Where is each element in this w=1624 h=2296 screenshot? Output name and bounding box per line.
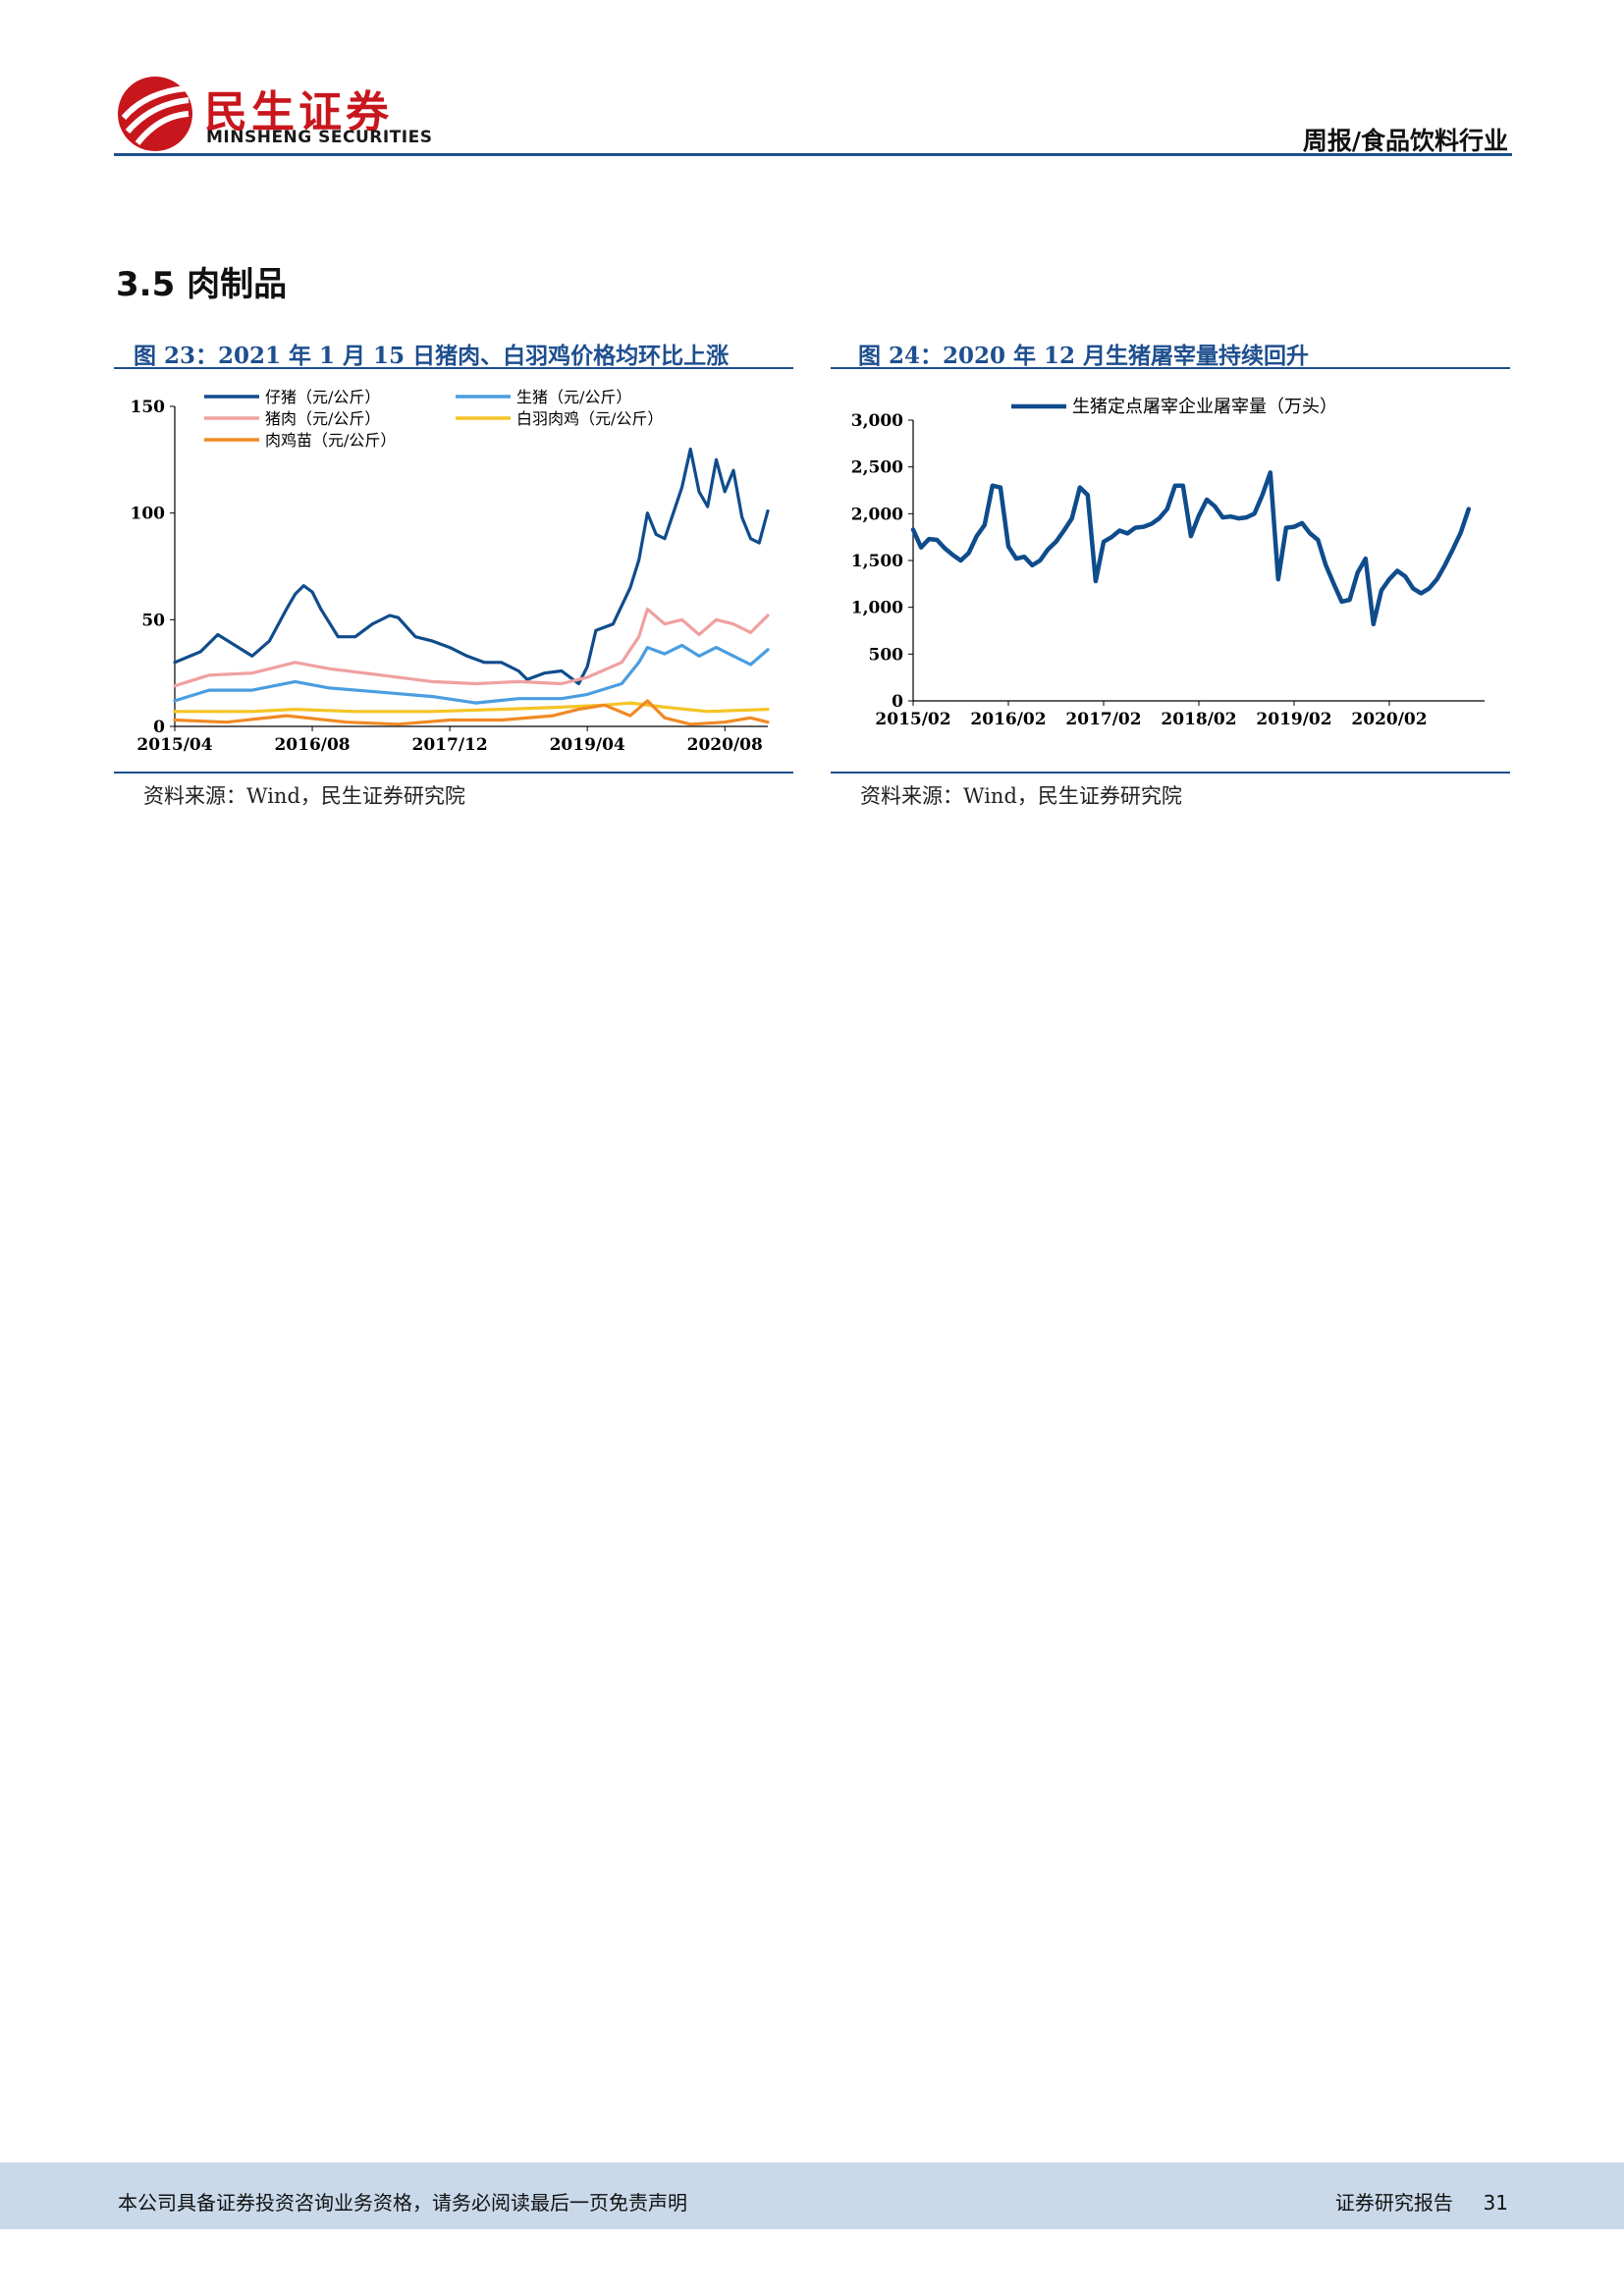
x-tick-label: 2016/02 [970, 710, 1046, 729]
figure-23-chart: 0 50 100 150 2015/04 2016/08 2017/12 2019/04 202… [131, 388, 770, 755]
x-tick-label: 2016/08 [274, 735, 350, 755]
x-tick-label: 2020/08 [687, 735, 763, 755]
y-tick-label: 0 [892, 692, 903, 712]
figure-24-bottom-rule [831, 772, 1510, 774]
series-line [910, 470, 1472, 627]
series-line [173, 699, 770, 726]
legend-label: 仔猪（元/公斤） [265, 388, 380, 406]
legend-label: 生猪定点屠宰企业屠宰量（万头） [1072, 397, 1337, 417]
footer-report-label: 证券研究报告 [1334, 2191, 1453, 2215]
footer-page-info: 证券研究报告 31 [1335, 2187, 1508, 2216]
page-number: 31 [1483, 2191, 1508, 2215]
y-tick-label: 500 [869, 645, 904, 665]
y-tick-label: 50 [141, 611, 165, 630]
x-tick-label: 2020/02 [1351, 710, 1427, 729]
figure-24-caption: 图 24：2020 年 12 月生猪屠宰量持续回升 [858, 343, 1310, 369]
figure-24-source: 资料来源：Wind，民生证券研究院 [860, 784, 1182, 808]
series-line [173, 643, 770, 705]
series-line [173, 447, 770, 686]
y-tick-label: 0 [153, 718, 165, 737]
legend-label: 白羽肉鸡（元/公斤） [516, 409, 663, 428]
footer-bar [0, 2163, 1624, 2229]
figure-23-bottom-rule [114, 772, 793, 774]
logo-english-name: MINSHENG SECURITIES [206, 128, 433, 147]
y-tick-label: 1,500 [851, 552, 903, 571]
series-line [173, 701, 770, 714]
series-line [173, 607, 770, 688]
y-tick-label: 2,500 [851, 458, 903, 478]
x-tick-label: 2018/02 [1161, 710, 1236, 729]
x-tick-label: 2015/02 [875, 710, 950, 729]
y-tick-label: 150 [131, 398, 166, 417]
figure-24-chart: 0 500 1,000 1,500 2,000 2,500 3,000 2015/02 2016… [851, 397, 1485, 729]
x-tick-label: 2017/12 [412, 735, 488, 755]
figure-24-caption-rule [831, 367, 1510, 369]
legend-label: 猪肉（元/公斤） [265, 409, 380, 428]
y-tick-label: 2,000 [851, 505, 903, 524]
logo-chinese-name: 民生证券 [204, 87, 393, 137]
x-tick-label: 2017/02 [1065, 710, 1141, 729]
figure-23-source: 资料来源：Wind，民生证券研究院 [143, 784, 465, 808]
x-tick-label: 2019/02 [1256, 710, 1331, 729]
legend-label: 生猪（元/公斤） [516, 388, 631, 406]
y-tick-label: 3,000 [851, 411, 903, 431]
y-tick-label: 1,000 [851, 599, 903, 618]
legend-label: 肉鸡苗（元/公斤） [265, 431, 396, 450]
figure-23-caption-rule [114, 367, 793, 369]
x-tick-label: 2015/04 [136, 735, 212, 755]
footer-disclaimer: 本公司具备证券投资咨询业务资格，请务必阅读最后一页免责声明 [118, 2191, 687, 2215]
minsheng-logo-icon [118, 77, 192, 151]
report-type: 周报/食品饮料行业 [1302, 127, 1508, 155]
section-title: 3.5 肉制品 [116, 265, 288, 304]
y-tick-label: 100 [131, 505, 166, 524]
header-divider [114, 153, 1512, 156]
figure-23-caption: 图 23：2021 年 1 月 15 日猪肉、白羽鸡价格均环比上涨 [134, 343, 730, 369]
x-tick-label: 2019/04 [550, 735, 625, 755]
